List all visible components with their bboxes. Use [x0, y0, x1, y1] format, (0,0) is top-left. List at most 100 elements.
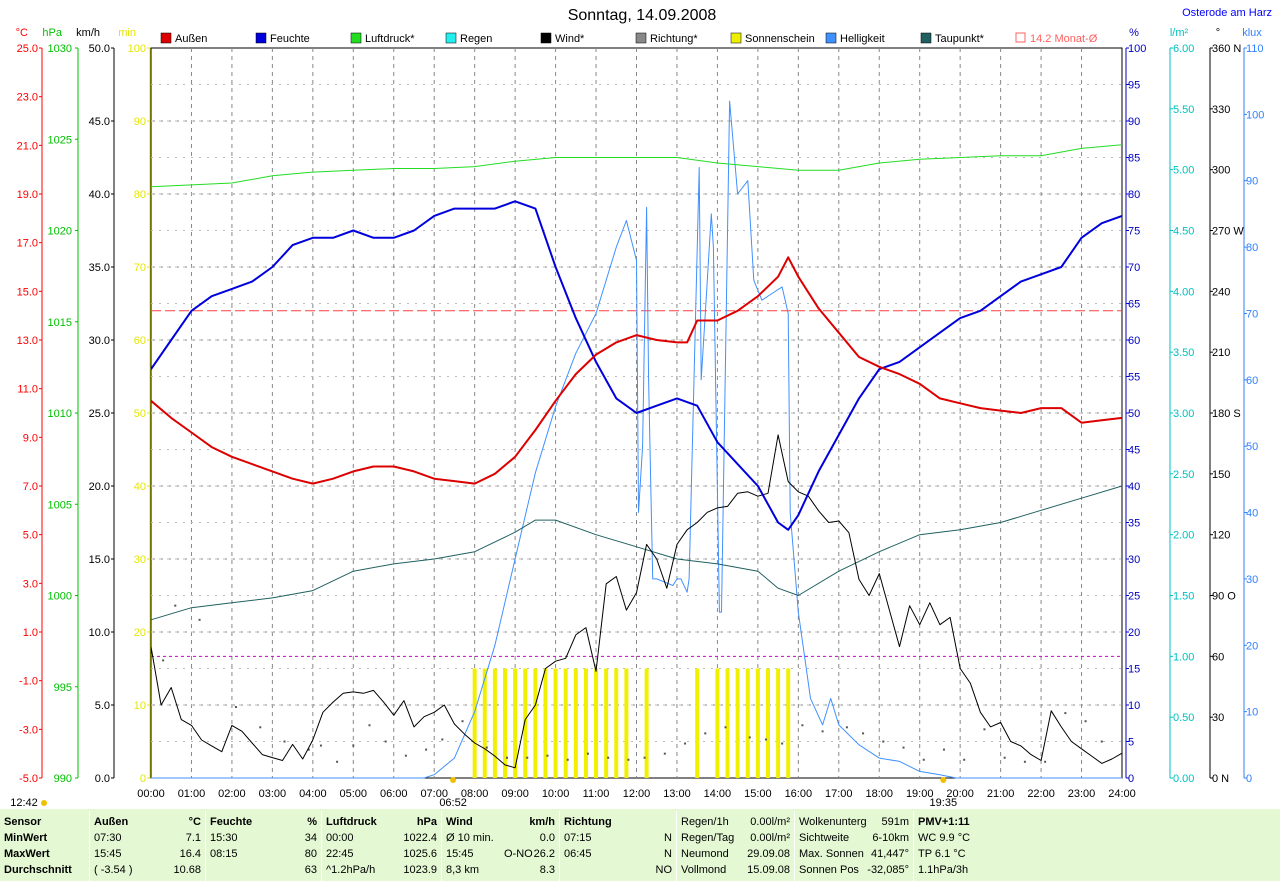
- direction-dot: [942, 748, 945, 751]
- direction-tick-label: 0 N: [1212, 773, 1229, 785]
- sunshine-bar: [533, 668, 538, 778]
- direction-tick-label: 360 N: [1212, 43, 1241, 55]
- row-label-sensor: Sensor: [4, 816, 42, 828]
- series-lines: [150, 100, 1123, 779]
- richtung-max-time: 06:45: [564, 848, 592, 860]
- temperature-line: [150, 256, 1123, 485]
- feuchte-min-time: 15:30: [210, 832, 238, 844]
- direction-dot: [441, 738, 444, 741]
- direction-dot: [663, 752, 666, 755]
- temperature-tick-label: 25.0: [17, 43, 38, 55]
- humidity-tick-label: 55: [1128, 372, 1140, 384]
- direction-tick-label: 210: [1212, 347, 1230, 359]
- x-tick-label: 03:00: [259, 788, 287, 800]
- sunshine-bar: [624, 668, 629, 778]
- pressure-tick-label: 1005: [48, 499, 72, 511]
- wind-max-time: 15:45: [446, 848, 474, 860]
- direction-dot: [586, 752, 589, 755]
- luftdruck-avg: 1023.9: [403, 864, 437, 876]
- x-tick-label: 20:00: [946, 788, 974, 800]
- sunshine-bar: [523, 668, 528, 778]
- direction-dot: [425, 748, 428, 751]
- humidity-tick-label: 70: [1128, 262, 1140, 274]
- direction-tick-label: 120: [1212, 530, 1230, 542]
- brightness-tick-label: 60: [1246, 375, 1258, 387]
- sunshine-bars: [472, 668, 791, 778]
- sunset-label: 19:35: [930, 797, 958, 809]
- direction-tick-label: 180 S: [1212, 408, 1241, 420]
- x-tick-label: 16:00: [785, 788, 813, 800]
- direction-dot: [319, 744, 322, 747]
- sunshine-bar: [776, 668, 781, 778]
- regen-tag-value: 0.00l/m²: [750, 832, 790, 844]
- x-tick-label: 05:00: [340, 788, 368, 800]
- rain-unit-label: l/m²: [1170, 27, 1189, 39]
- sonnen-pos-label: Sonnen Pos: [799, 864, 859, 876]
- axes: 25.0 23.0 21.0 19.0 17.0 15.0 13.0 11.0 9.0 7.0 5.…: [10, 27, 1264, 809]
- wind-title: Wind: [446, 816, 473, 828]
- pressure-tick-label: 1015: [48, 317, 72, 329]
- direction-dots: [162, 604, 1103, 763]
- brightness-tick-label: 70: [1246, 308, 1258, 320]
- temperature-tick-label: 7.0: [23, 481, 38, 493]
- direction-dot: [198, 618, 201, 621]
- direction-dot: [234, 706, 237, 709]
- pmv-title: PMV+1:11: [918, 816, 970, 828]
- sunshine-bar: [604, 668, 609, 778]
- rain-tick-label: 6.00: [1173, 43, 1194, 55]
- direction-dot: [983, 728, 986, 731]
- stats-col-pmv: PMV+1:11 WC 9.9 °C TP 6.1 °C 1.1hPa/3h: [913, 811, 1004, 881]
- direction-dot: [1084, 720, 1087, 723]
- direction-dot: [404, 754, 407, 757]
- direction-tick-label: 30: [1212, 712, 1224, 724]
- row-label-avg: Durchschnitt: [4, 864, 72, 876]
- sunshine-unit-label: min: [118, 27, 136, 39]
- sunshine-tick-label: 70: [134, 262, 146, 274]
- x-tick-label: 14:00: [704, 788, 732, 800]
- legend-label: 14.2 Monat-Ø: [1030, 33, 1098, 45]
- rain-tick-label: 2.00: [1173, 530, 1194, 542]
- temperature-tick-label: 13.0: [17, 335, 38, 347]
- legend-swatch: [350, 32, 362, 44]
- neumond-value: 29.09.08: [747, 848, 790, 860]
- direction-dot: [801, 724, 804, 727]
- wind-unit-label: km/h: [76, 27, 100, 39]
- aussen-unit: °C: [188, 816, 201, 828]
- rain-tick-label: 3.50: [1173, 347, 1194, 359]
- aussen-title: Außen: [94, 816, 129, 828]
- brightness-tick-label: 110: [1246, 43, 1264, 55]
- humidity-tick-label: 0: [1128, 773, 1134, 785]
- x-tick-label: 13:00: [663, 788, 691, 800]
- sunshine-bar: [492, 668, 497, 778]
- sunshine-tick-label: 30: [134, 554, 146, 566]
- vollmond-value: 15.09.08: [747, 864, 790, 876]
- wind-tick-label: 5.0: [95, 700, 110, 712]
- direction-dot: [704, 732, 707, 735]
- brightness-tick-label: 50: [1246, 441, 1258, 453]
- sunshine-bar: [472, 668, 477, 778]
- pressure-tick-label: 1010: [48, 408, 72, 420]
- stats-col-misc: Wolkenunterg 591m Sichtweite 6-10km Max. S…: [794, 811, 913, 881]
- stats-col-richtung: Richtung 07:15 N 06:45 N NO: [559, 811, 676, 881]
- sunrise-label: 06:52: [439, 797, 467, 809]
- sonnen-pos-value: -32,085°: [867, 864, 909, 876]
- feuchte-min: 34: [304, 832, 317, 844]
- stats-col-luftdruck: Luftdruck hPa 00:00 1022.4 22:45 1025.6 ^1.…: [321, 811, 441, 881]
- wind-tick-label: 15.0: [89, 554, 110, 566]
- direction-tick-label: 150: [1212, 469, 1230, 481]
- temperature-tick-label: 23.0: [17, 92, 38, 104]
- wind-dist: 8,3 km: [446, 864, 480, 876]
- legend-label: Sonnenschein: [745, 33, 815, 45]
- rain-tick-label: 1.00: [1173, 651, 1194, 663]
- sunshine-tick-label: 20: [134, 627, 146, 639]
- x-tick-label: 11:00: [583, 788, 610, 800]
- chart-title: Sonntag, 14.09.2008: [568, 7, 717, 24]
- wind-tick-label: 0.0: [95, 773, 110, 785]
- direction-dot: [781, 742, 784, 745]
- brightness-tick-label: 0: [1246, 773, 1252, 785]
- sichtweite-label: Sichtweite: [799, 832, 850, 844]
- pressure-unit-label: hPa: [42, 27, 62, 39]
- sunset-marker: [940, 777, 947, 783]
- direction-dot: [461, 720, 464, 723]
- sunshine-bar: [503, 668, 508, 778]
